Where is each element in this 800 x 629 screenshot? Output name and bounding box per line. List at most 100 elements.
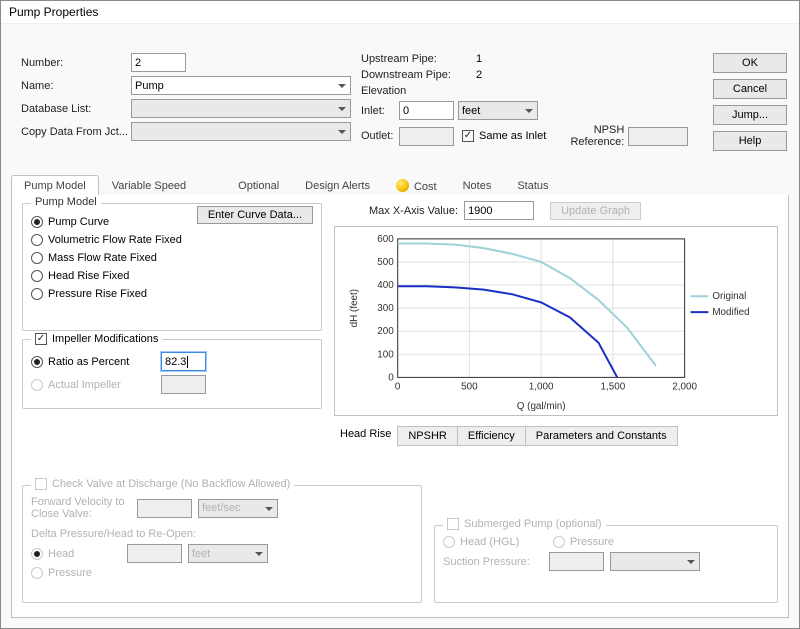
opt-head-rise[interactable]: Head Rise Fixed: [31, 270, 313, 282]
tab-notes[interactable]: Notes: [450, 175, 505, 196]
tab-design-alerts[interactable]: Design Alerts: [292, 175, 383, 196]
window-title: Pump Properties: [1, 1, 799, 24]
database-list-label: Database List:: [21, 103, 131, 115]
downstream-value: 2: [476, 69, 482, 81]
suction-pressure-label: Suction Pressure:: [443, 556, 543, 568]
npsh-input: [628, 127, 688, 146]
svg-text:0: 0: [388, 372, 394, 383]
checkbox-icon: [462, 130, 474, 142]
check-valve-group: Check Valve at Discharge (No Backflow Al…: [22, 485, 422, 603]
pump-model-group: Pump Model Enter Curve Data... Pump Curv…: [22, 203, 322, 331]
copy-data-label[interactable]: Copy Data From Jct...: [21, 126, 131, 138]
delta-pressure-radio: Pressure: [31, 567, 121, 579]
subtab-head-rise-label[interactable]: Head Rise: [340, 428, 391, 440]
outlet-label: Outlet:: [361, 130, 399, 142]
npsh-label: NPSH Reference:: [564, 124, 624, 148]
svg-text:dH (feet): dH (feet): [349, 289, 360, 327]
impeller-group: Impeller Modifications Ratio as Percent …: [22, 339, 322, 409]
chart-svg: 010020030040050060005001,0001,5002,000Q …: [335, 227, 777, 415]
opt-pressure-rise[interactable]: Pressure Rise Fixed: [31, 288, 313, 300]
inlet-unit-select[interactable]: feet: [458, 101, 538, 120]
actual-impeller-input: [161, 375, 206, 394]
name-select[interactable]: Pump: [131, 76, 351, 95]
downstream-label: Downstream Pipe:: [361, 69, 476, 81]
inlet-input[interactable]: 0: [399, 101, 454, 120]
svg-text:400: 400: [377, 280, 394, 291]
radio-icon: [31, 270, 43, 282]
subtab-npshr[interactable]: NPSHR: [397, 426, 458, 446]
outlet-input: [399, 127, 454, 146]
svg-text:2,000: 2,000: [672, 381, 697, 392]
ratio-as-percent-radio[interactable]: Ratio as Percent: [31, 356, 161, 368]
radio-icon: [31, 252, 43, 264]
number-input[interactable]: 2: [131, 53, 186, 72]
database-list-select[interactable]: [131, 99, 351, 118]
actual-impeller-radio: Actual Impeller: [31, 379, 161, 391]
caret-icon: [187, 356, 188, 368]
same-as-inlet-check[interactable]: Same as Inlet: [462, 130, 546, 142]
window-content: OK Cancel Jump... Help Number: 2 Name: P…: [1, 23, 799, 628]
suction-pressure-input: [549, 552, 604, 571]
submerged-check[interactable]: Submerged Pump (optional): [447, 518, 602, 530]
radio-icon: [31, 234, 43, 246]
cancel-button[interactable]: Cancel: [713, 79, 787, 99]
svg-text:Modified: Modified: [712, 307, 749, 318]
submerged-head-radio: Head (HGL): [443, 536, 553, 548]
svg-text:100: 100: [377, 349, 394, 360]
delta-label: Delta Pressure/Head to Re-Open:: [31, 528, 196, 540]
tab-status[interactable]: Status: [504, 175, 561, 196]
svg-text:200: 200: [377, 326, 394, 337]
tab-pump-model[interactable]: Pump Model: [11, 175, 99, 196]
elevation-label: Elevation: [361, 85, 406, 97]
checkbox-icon: [447, 518, 459, 530]
radio-icon: [443, 536, 455, 548]
pump-properties-window: Pump Properties OK Cancel Jump... Help N…: [0, 0, 800, 629]
jump-button[interactable]: Jump...: [713, 105, 787, 125]
pump-curve-chart: 010020030040050060005001,0001,5002,000Q …: [334, 226, 778, 416]
fwd-velocity-label: Forward Velocity to Close Valve:: [31, 496, 131, 520]
graph-area: Max X-Axis Value: 1900 Update Graph 0100…: [334, 201, 778, 446]
radio-icon: [31, 379, 43, 391]
opt-vol-flow[interactable]: Volumetric Flow Rate Fixed: [31, 234, 313, 246]
svg-text:300: 300: [377, 303, 394, 314]
delta-unit-select: feet: [188, 544, 268, 563]
ok-button[interactable]: OK: [713, 53, 787, 73]
submerged-pressure-radio: Pressure: [553, 536, 614, 548]
radio-icon: [31, 567, 43, 579]
svg-text:500: 500: [377, 257, 394, 268]
radio-icon: [553, 536, 565, 548]
svg-text:600: 600: [377, 234, 394, 245]
svg-text:1,000: 1,000: [529, 381, 554, 392]
subtab-efficiency[interactable]: Efficiency: [458, 426, 526, 446]
cost-icon: [396, 179, 409, 192]
name-label: Name:: [21, 80, 131, 92]
maxx-input[interactable]: 1900: [464, 201, 534, 220]
copy-data-select[interactable]: [131, 122, 351, 141]
dialog-buttons: OK Cancel Jump... Help: [713, 53, 787, 151]
help-button[interactable]: Help: [713, 131, 787, 151]
subtab-params[interactable]: Parameters and Constants: [526, 426, 678, 446]
radio-icon: [31, 216, 43, 228]
tab-cost[interactable]: Cost: [383, 174, 450, 197]
check-valve-check[interactable]: Check Valve at Discharge (No Backflow Al…: [35, 478, 290, 490]
header-fields: Number: 2 Name: Pump Database List: Copy…: [21, 53, 701, 152]
impeller-mod-check[interactable]: Impeller Modifications: [35, 333, 158, 345]
submerged-pump-group: Submerged Pump (optional) Head (HGL) Pre…: [434, 525, 778, 603]
update-graph-button: Update Graph: [550, 202, 641, 220]
fwd-velocity-input: [137, 499, 192, 518]
main-tabs: Pump Model Variable Speed Optional Desig…: [11, 173, 789, 197]
inlet-label: Inlet:: [361, 105, 399, 117]
suction-pressure-unit: [610, 552, 700, 571]
svg-text:0: 0: [395, 381, 401, 392]
radio-icon: [31, 548, 43, 560]
tab-variable-speed[interactable]: Variable Speed: [99, 175, 199, 196]
tab-optional[interactable]: Optional: [225, 175, 292, 196]
opt-mass-flow[interactable]: Mass Flow Rate Fixed: [31, 252, 313, 264]
radio-icon: [31, 356, 43, 368]
number-label: Number:: [21, 57, 131, 69]
enter-curve-data-button[interactable]: Enter Curve Data...: [197, 206, 313, 224]
ratio-percent-input[interactable]: 82.3: [161, 352, 206, 371]
fwd-velocity-unit: feet/sec: [198, 499, 278, 518]
svg-text:Q (gal/min): Q (gal/min): [517, 401, 566, 412]
delta-head-radio: Head: [31, 548, 121, 560]
